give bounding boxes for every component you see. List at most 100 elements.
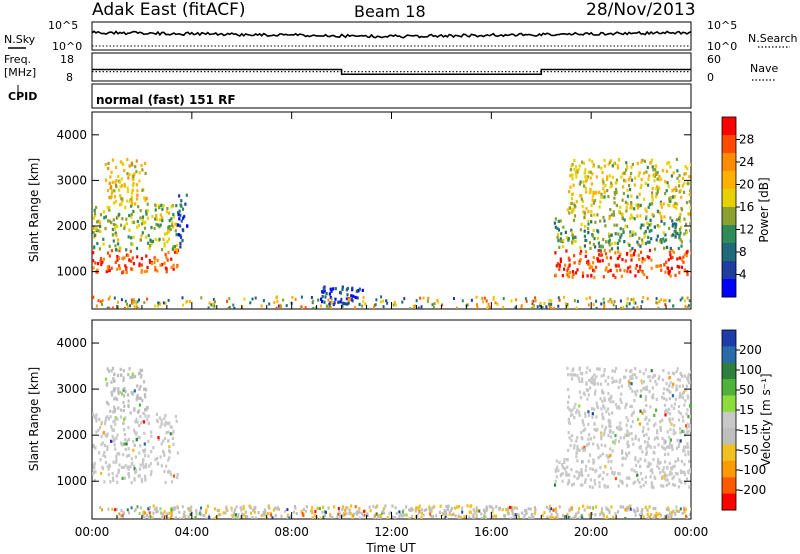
heatmap-cell [219,513,222,517]
heatmap-cell [214,507,216,511]
heatmap-cell [121,197,124,201]
heatmap-cell [659,238,662,242]
heatmap-cell [126,305,129,309]
heatmap-cell [141,231,144,235]
heatmap-cell [590,380,593,384]
heatmap-cell [127,372,130,377]
heatmap-cell [636,509,639,513]
y-tick-label: 1000 [56,265,87,279]
heatmap-cell [358,287,361,291]
heatmap-cell [172,263,175,267]
heatmap-cell [160,418,163,422]
heatmap-cell [264,509,267,514]
colorbar-tick-label: 28 [739,133,754,147]
heatmap-cell [610,181,613,185]
heatmap-cell [583,508,586,512]
heatmap-cell [553,483,557,487]
heatmap-cell [104,433,107,437]
heatmap-cell [668,436,671,440]
heatmap-cell [591,234,595,238]
heatmap-cell [150,239,153,243]
heatmap-cell [580,514,583,518]
heatmap-cell [260,513,263,518]
heatmap-cell [315,306,317,309]
heatmap-cell [211,304,214,308]
heatmap-cell [569,201,572,205]
heatmap-cell [177,233,180,237]
heatmap-cell [180,219,183,223]
heatmap-cell [625,368,628,373]
heatmap-cell [472,508,475,512]
heatmap-cell [389,511,392,514]
heatmap-cell [636,195,639,199]
heatmap-cell [92,471,95,476]
heatmap-cell [689,205,691,210]
heatmap-cell [159,302,162,306]
heatmap-cell [688,459,691,463]
heatmap-cell [319,304,322,308]
heatmap-cell [636,473,639,477]
heatmap-cell [606,485,610,489]
heatmap-cell [482,508,486,512]
heatmap-cell [671,371,674,375]
heatmap-cell [114,508,117,512]
heatmap-cell [609,297,612,301]
heatmap-cell [166,231,169,235]
heatmap-cell [674,229,677,233]
heatmap-cell [630,424,633,429]
heatmap-cell [139,385,142,389]
heatmap-cell [267,505,270,509]
heatmap-cell [510,299,513,303]
heatmap-cell [109,196,112,200]
heatmap-cell [682,260,685,264]
heatmap-cell [249,301,252,305]
heatmap-cell [670,472,673,476]
heatmap-cell [558,245,561,249]
heatmap-cell [557,219,560,223]
heatmap-cell [587,459,590,463]
heatmap-cell [205,517,208,519]
heatmap-cell [280,514,283,518]
heatmap-cell [524,297,527,301]
heatmap-cell [95,304,98,308]
heatmap-cell [415,299,418,303]
heatmap-cell [646,297,649,301]
heatmap-cell [106,382,109,386]
heatmap-cell [626,440,629,444]
heatmap-cell [586,366,589,370]
heatmap-cell [417,306,420,309]
heatmap-cell [175,265,178,269]
heatmap-cell [409,509,412,512]
heatmap-cell [656,460,660,464]
colorbar-tick-label: 12 [739,223,754,237]
heatmap-cell [637,174,640,178]
heatmap-cell [669,253,672,257]
heatmap-cell [621,449,624,453]
heatmap-cell [237,513,240,516]
heatmap-cell [140,421,143,425]
heatmap-cell [603,158,606,162]
heatmap-cell [561,274,564,278]
heatmap-cell [95,413,98,417]
heatmap-cell [630,468,633,472]
heatmap-cell [141,218,144,222]
heatmap-cell [314,514,317,518]
heatmap-cell [135,159,138,163]
heatmap-cell [118,512,121,516]
heatmap-cell [413,304,416,308]
nsky-series [91,30,692,47]
heatmap-cell [354,295,357,299]
heatmap-cell [668,299,671,303]
heatmap-cell [580,469,583,473]
heatmap-cell [475,295,478,299]
heatmap-cell [670,422,673,426]
heatmap-cell [671,249,674,253]
heatmap-cell [170,511,173,515]
heatmap-cell [610,460,613,464]
heatmap-cell [591,377,595,381]
heatmap-cell [128,213,131,218]
heatmap-cell [571,373,574,377]
heatmap-cell [588,158,591,162]
heatmap-cell [590,210,593,214]
heatmap-cell [606,175,609,179]
